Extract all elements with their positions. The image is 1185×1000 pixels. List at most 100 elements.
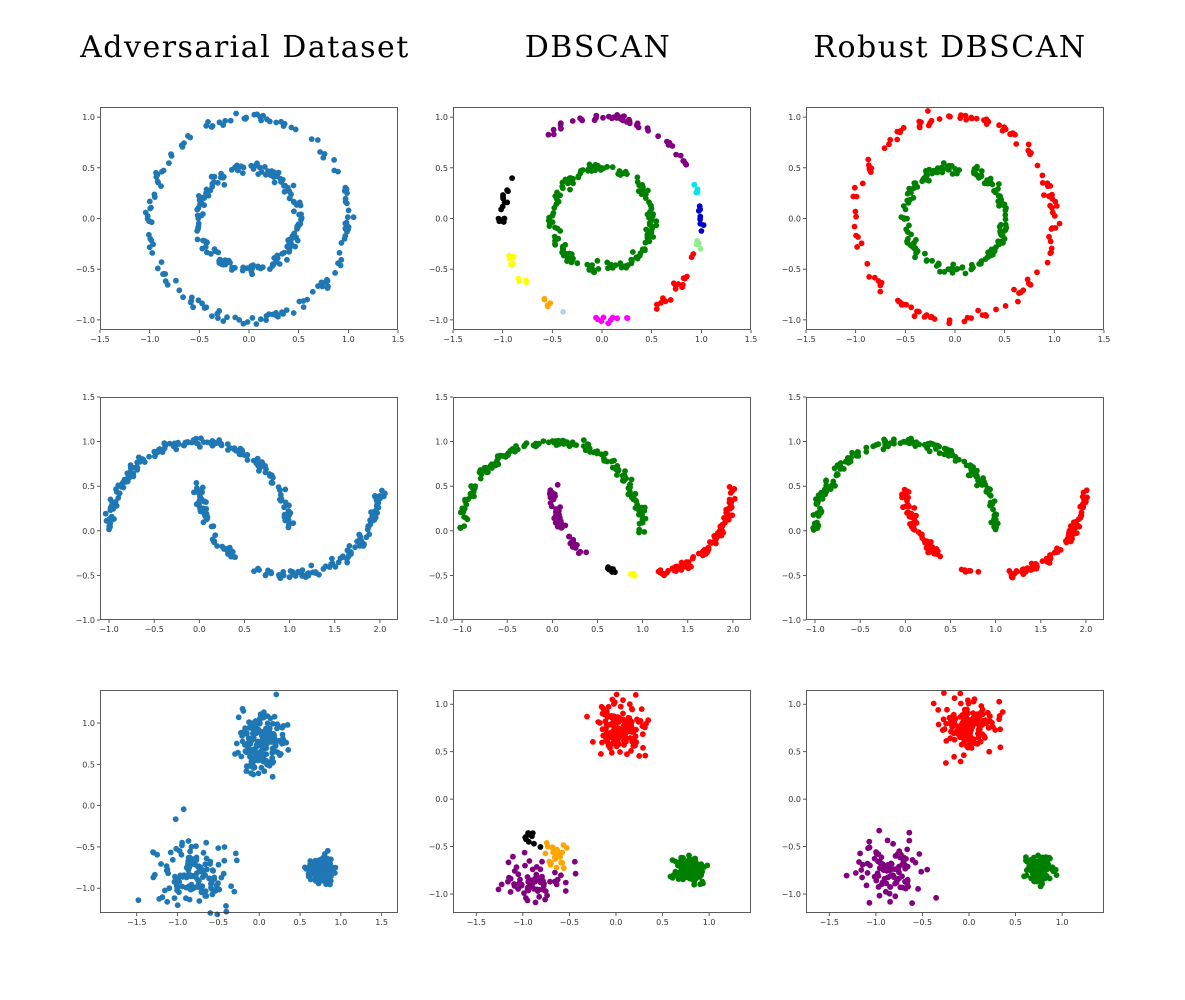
data-point — [277, 487, 283, 494]
data-point — [1029, 857, 1036, 863]
data-point — [946, 714, 953, 721]
data-point — [190, 304, 196, 311]
data-point — [215, 249, 222, 256]
data-point — [892, 893, 899, 900]
data-point — [914, 308, 920, 315]
data-point — [374, 502, 380, 509]
data-point — [194, 236, 201, 243]
data-point — [997, 726, 1003, 733]
data-point — [811, 520, 818, 527]
data-point — [221, 181, 228, 188]
data-point — [277, 573, 284, 579]
data-point — [612, 736, 619, 743]
data-point — [954, 170, 960, 177]
data-point — [974, 482, 980, 489]
data-point — [371, 516, 378, 523]
data-point — [609, 115, 615, 122]
data-point — [227, 117, 234, 124]
data-point — [290, 571, 296, 578]
data-point — [591, 269, 598, 276]
data-point — [837, 466, 844, 472]
data-point — [253, 321, 260, 327]
data-point — [935, 707, 942, 713]
data-point — [635, 506, 642, 513]
y-tick-label: −1.0 — [76, 316, 95, 325]
data-point — [1070, 519, 1077, 526]
data-point — [866, 844, 873, 851]
data-point — [906, 837, 913, 844]
data-point — [160, 271, 166, 277]
data-point — [348, 551, 354, 557]
data-point — [636, 526, 643, 533]
data-point — [198, 889, 205, 896]
data-point — [1041, 192, 1047, 198]
data-point — [593, 164, 599, 171]
data-point — [996, 713, 1003, 719]
data-point — [989, 181, 996, 188]
x-tick-label: −1.0 — [805, 625, 824, 634]
data-point — [279, 724, 286, 731]
data-point — [174, 902, 181, 909]
data-point — [510, 260, 516, 266]
data-point — [209, 123, 216, 129]
data-point — [606, 734, 613, 741]
data-point — [857, 850, 863, 857]
data-point — [195, 193, 202, 199]
data-point — [877, 859, 884, 866]
data-point — [695, 862, 701, 869]
data-point — [268, 739, 275, 745]
data-point — [859, 861, 866, 868]
data-point — [135, 897, 142, 904]
data-point — [617, 733, 623, 740]
data-point — [538, 876, 545, 883]
data-point — [939, 727, 946, 733]
data-point — [263, 317, 269, 323]
y-tick-label: 0.5 — [435, 482, 448, 491]
data-point — [477, 467, 484, 473]
data-point — [501, 199, 508, 206]
data-point — [641, 246, 648, 253]
data-point — [691, 181, 698, 188]
data-point — [729, 512, 736, 519]
data-point — [1070, 525, 1077, 532]
data-point — [687, 863, 694, 870]
data-point — [997, 744, 1004, 751]
data-point — [904, 501, 911, 508]
data-point — [877, 288, 884, 295]
data-point — [975, 307, 981, 314]
data-point — [281, 739, 288, 746]
data-point — [523, 895, 529, 901]
data-point — [536, 893, 543, 900]
column-title-robust-dbscan: Robust DBSCAN — [813, 30, 1087, 65]
data-point — [990, 506, 996, 513]
data-point — [180, 294, 186, 301]
data-point — [260, 112, 266, 119]
data-point — [667, 297, 674, 303]
data-point — [913, 237, 919, 243]
y-tick-label: −0.5 — [76, 571, 95, 580]
data-point — [900, 504, 906, 511]
x-tick-label: −1.0 — [866, 918, 885, 927]
data-point — [609, 264, 616, 271]
data-point — [921, 441, 928, 448]
data-point — [223, 903, 229, 909]
data-point — [223, 908, 230, 915]
data-point — [203, 186, 210, 193]
data-point — [685, 857, 692, 864]
data-point — [192, 873, 199, 880]
data-point — [971, 714, 978, 721]
data-point — [595, 266, 602, 272]
data-point — [211, 173, 218, 180]
data-point — [205, 119, 211, 125]
data-point — [572, 545, 579, 551]
data-point — [463, 515, 469, 521]
data-point — [183, 895, 189, 902]
data-point — [670, 280, 677, 287]
data-point — [944, 448, 951, 454]
data-point — [281, 120, 288, 127]
data-point — [156, 446, 163, 452]
data-point — [344, 200, 350, 207]
data-point — [876, 892, 883, 899]
data-point — [617, 703, 624, 710]
data-point — [852, 208, 859, 215]
